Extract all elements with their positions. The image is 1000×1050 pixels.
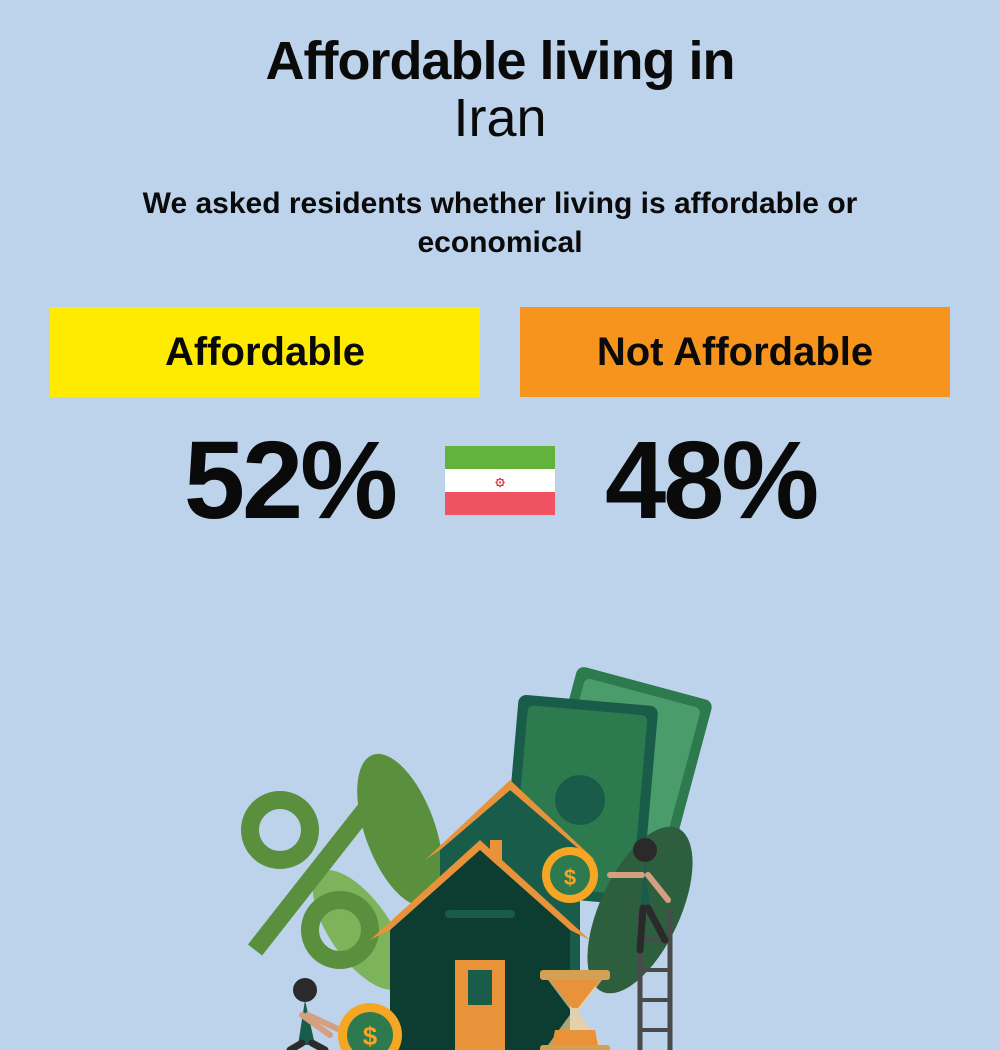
badges-row: Affordable Not Affordable <box>0 307 1000 397</box>
flag-stripe-bottom <box>445 492 555 515</box>
coin-insert-icon: $ <box>542 847 598 903</box>
affordable-percent: 52% <box>184 417 395 544</box>
title-line2: Iran <box>453 87 546 149</box>
not-affordable-percent: 48% <box>605 417 816 544</box>
subtitle: We asked residents whether living is aff… <box>140 184 860 262</box>
flag-emblem: ۞ <box>495 470 504 490</box>
flag-stripe-middle: ۞ <box>445 469 555 492</box>
savings-illustration: $ $ <box>200 650 800 1050</box>
person-coin-icon <box>290 978 340 1050</box>
flag-stripe-top <box>445 446 555 469</box>
flag-iran: ۞ <box>445 446 555 516</box>
badge-affordable: Affordable <box>50 307 480 397</box>
title-line1: Affordable living in <box>265 30 734 92</box>
badge-not-affordable: Not Affordable <box>520 307 950 397</box>
stats-row: 52% ۞ 48% <box>184 417 816 544</box>
svg-text:$: $ <box>564 865 576 890</box>
svg-text:$: $ <box>363 1021 378 1050</box>
